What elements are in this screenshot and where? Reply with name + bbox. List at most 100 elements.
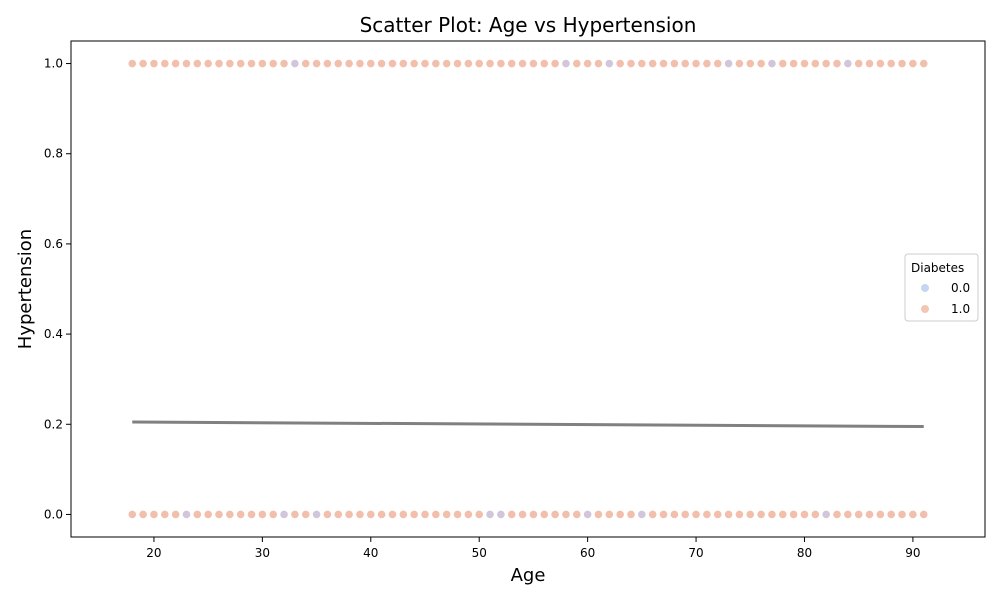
plot-frame [70,40,986,538]
data-point [377,58,387,69]
data-point [669,509,679,520]
data-point [908,509,918,520]
data-point [832,509,842,520]
data-point [886,58,896,69]
data-point [789,58,799,69]
data-point [626,58,636,69]
data-point [366,509,376,520]
data-point [561,509,571,520]
data-point [311,509,322,520]
data-point [420,58,430,69]
data-point [214,509,224,520]
data-point [452,58,463,69]
y-tick-label: 0.2 [44,417,63,431]
data-point [713,509,723,520]
data-point [344,58,354,69]
data-point [908,58,918,69]
data-point [311,58,322,69]
trend-layer [132,420,924,429]
data-point [214,58,224,69]
data-point [127,58,137,69]
data-point [301,509,311,520]
data-point [604,509,614,520]
data-point [246,58,257,69]
data-point [572,509,582,520]
data-point [409,509,419,520]
x-tick-label: 60 [580,546,595,560]
chart-title: Scatter Plot: Age vs Hypertension [360,13,697,37]
data-point [322,58,333,69]
data-point [864,509,875,520]
legend-label-0: 0.0 [951,281,970,295]
data-point [756,58,766,69]
data-point [279,58,289,69]
legend: Diabetes 0.0 1.0 [904,253,979,322]
data-point [615,58,625,69]
data-point [680,509,690,520]
legend-box [904,253,979,322]
data-point [637,58,647,69]
data-point [377,509,387,520]
data-point [897,509,907,520]
data-point [528,58,539,69]
data-point [225,509,235,520]
data-point [398,509,408,520]
y-tick-label: 0.0 [44,507,63,521]
data-point [745,58,755,69]
x-tick-label: 90 [905,546,920,560]
data-point [442,509,452,520]
data-point [442,58,452,69]
data-point [583,58,593,69]
data-point [409,58,419,69]
points-layer [127,58,929,520]
data-point [854,509,864,520]
data-point [648,58,658,69]
legend-label-1: 1.0 [951,302,970,316]
data-point [864,58,875,69]
y-axis-ticks: 0.0 0.2 0.4 0.6 0.8 1.0 [44,57,71,521]
x-tick-label: 70 [688,546,703,560]
data-point [778,509,788,520]
data-point [821,509,831,520]
data-point [192,509,202,520]
data-point [702,58,712,69]
data-point [236,509,246,520]
data-point [290,509,300,520]
data-point [322,509,333,520]
data-point [127,509,137,520]
x-tick-label: 40 [363,546,378,560]
data-point [257,58,267,69]
data-point [171,509,181,520]
data-point [897,58,907,69]
data-point [637,509,647,520]
data-point [843,58,853,69]
data-point [138,509,148,520]
data-point [279,509,289,520]
data-point [268,58,278,69]
data-point [561,58,571,69]
data-point [810,58,820,69]
data-point [507,509,517,520]
data-point [474,509,484,520]
data-point [723,509,734,520]
data-point [528,509,539,520]
data-point [572,58,582,69]
data-point [225,58,235,69]
data-point [160,58,170,69]
data-point [485,58,495,69]
data-point [160,509,170,520]
data-point [583,509,593,520]
data-point [799,509,810,520]
data-point [517,509,528,520]
data-point [550,58,560,69]
data-point [236,58,246,69]
data-point [680,58,690,69]
data-point [550,509,560,520]
data-point [658,509,669,520]
data-point [756,509,766,520]
trend-line [132,420,924,429]
data-point [420,509,430,520]
data-point [474,58,484,69]
